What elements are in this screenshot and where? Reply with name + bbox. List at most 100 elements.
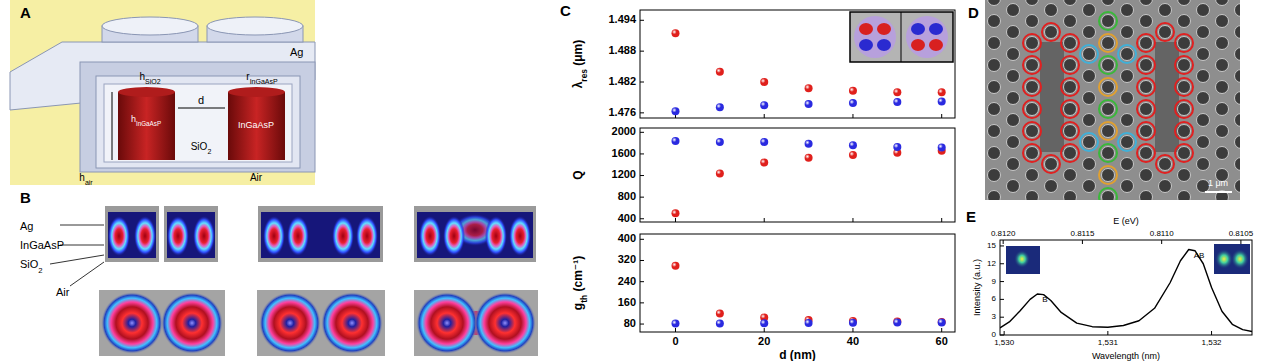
hole <box>1178 103 1191 116</box>
y-tick <box>640 302 644 303</box>
hole <box>1121 4 1134 17</box>
ring-bg <box>414 290 538 356</box>
x-tick <box>941 218 942 222</box>
field-lobe <box>263 216 285 256</box>
point <box>760 101 768 109</box>
marked-hole <box>1099 78 1117 96</box>
y-tick-label: 1.476 <box>608 106 636 118</box>
marked-hole <box>1099 12 1117 30</box>
hole <box>1045 180 1058 193</box>
point <box>849 141 857 149</box>
x-tick <box>764 114 765 118</box>
y-tick-label: 6 <box>992 294 997 303</box>
hole <box>1026 59 1039 72</box>
spectrum-insets <box>1006 244 1250 274</box>
pillar-top <box>118 87 175 97</box>
x2-tick <box>1082 240 1083 244</box>
field-lobe <box>193 216 215 256</box>
y-tick-label: 1200 <box>612 168 636 180</box>
y-tick <box>640 324 644 325</box>
point <box>671 137 679 145</box>
y-tick-label: 1.482 <box>608 75 636 87</box>
pointer <box>50 255 104 264</box>
x-axis-label: Wavelength (nm) <box>1092 351 1160 361</box>
hole <box>988 0 1001 6</box>
hole <box>1216 125 1229 138</box>
y-tick-label: 160 <box>618 296 636 308</box>
hole <box>1102 59 1115 72</box>
y-tick-label: 1600 <box>612 147 636 159</box>
point <box>849 151 857 159</box>
point <box>760 78 768 86</box>
ring-mode <box>416 292 478 354</box>
field-lobe <box>419 216 441 256</box>
pointer <box>60 245 104 246</box>
hole <box>1140 59 1153 72</box>
label: rInGaAsP <box>246 71 278 85</box>
hole <box>1140 0 1153 6</box>
field-bg <box>108 212 156 258</box>
marked-hole <box>1061 100 1079 118</box>
hole <box>1197 48 1210 61</box>
chart: 801602403204000204060gth (cm⁻¹)d (nm) <box>571 232 955 361</box>
y-tick <box>1000 263 1004 264</box>
hole <box>1064 37 1077 50</box>
point <box>671 320 679 328</box>
hole <box>1064 103 1077 116</box>
label-part: th <box>579 295 589 303</box>
hole <box>1102 191 1115 201</box>
hole <box>1178 125 1191 138</box>
hole <box>1178 147 1191 160</box>
mode-lobe <box>929 23 943 35</box>
x2-axis-label: E (eV) <box>1113 216 1139 226</box>
marked-hole <box>1061 78 1079 96</box>
hole <box>988 191 1001 201</box>
label-part: (μm) <box>571 40 585 69</box>
ring-mode <box>101 292 163 354</box>
marked-hole <box>1175 56 1193 74</box>
point <box>716 138 724 146</box>
hole <box>1007 136 1020 149</box>
marked-hole <box>1061 56 1079 74</box>
pointer <box>60 225 104 226</box>
scale-bar <box>1205 191 1232 193</box>
panel-a: AAghSiO2rInGaAsPdhInGaAsPInGaAsPSiO2Airh… <box>10 0 315 186</box>
background <box>0 0 1280 361</box>
ring-bg <box>257 290 385 356</box>
hole <box>1159 180 1172 193</box>
hole <box>1026 103 1039 116</box>
ring-mode <box>259 292 321 354</box>
pillar <box>228 92 285 160</box>
hole <box>1140 103 1153 116</box>
point <box>760 319 768 327</box>
point <box>805 84 813 92</box>
hole <box>1235 70 1241 83</box>
x-tick <box>1107 331 1108 335</box>
x-tick <box>764 328 765 332</box>
mode-disc <box>906 16 948 58</box>
x-tick-label: 1,530 <box>994 338 1015 347</box>
label-part: SiO <box>20 258 39 270</box>
hole <box>1197 92 1210 105</box>
hole <box>1235 48 1241 61</box>
point <box>938 143 946 151</box>
hole <box>1216 37 1229 50</box>
panel-label: C <box>560 2 571 19</box>
marked-hole <box>1137 78 1155 96</box>
marked-hole <box>1137 122 1155 140</box>
disc-top <box>102 17 198 35</box>
marked-hole <box>1137 56 1155 74</box>
x-tick-label: 40 <box>847 335 859 347</box>
x-tick <box>1004 331 1005 335</box>
point <box>938 88 946 96</box>
field-lobe <box>443 216 465 256</box>
x2-tick-label: 0.8110 <box>1150 229 1174 238</box>
field-frame <box>258 206 383 262</box>
x2-tick <box>1161 240 1162 244</box>
plot-frame <box>640 10 955 118</box>
point <box>938 98 946 106</box>
annotation: AB <box>1194 251 1205 260</box>
hole <box>1007 158 1020 171</box>
field-lobe <box>356 216 378 256</box>
y-tick <box>640 239 644 240</box>
